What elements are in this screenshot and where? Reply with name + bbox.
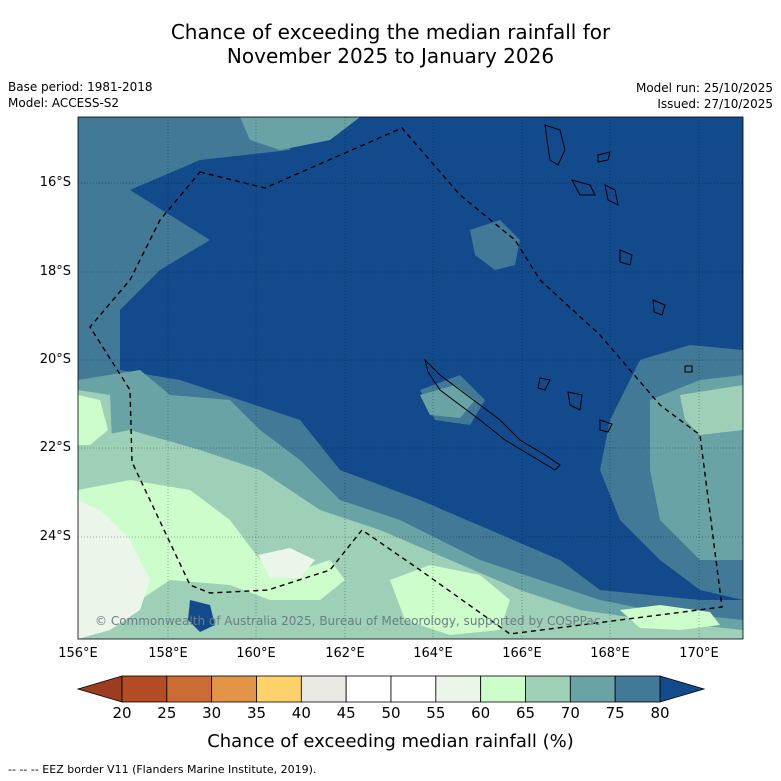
- colorbar-tick-label: 70: [560, 704, 580, 722]
- eez-border: [89, 127, 723, 635]
- lat-label: 16°S: [39, 175, 71, 190]
- colorbar-cell: [166, 675, 213, 703]
- colorbar-cell: [480, 675, 526, 703]
- colorbar-cell: [435, 675, 482, 703]
- colorbar-cell: [525, 675, 571, 703]
- colorbar-label: Chance of exceeding median rainfall (%): [207, 731, 574, 752]
- colorbar-cell: [614, 675, 661, 703]
- colorbar-tick-label: 20: [112, 704, 132, 722]
- lon-label: 162°E: [325, 646, 365, 661]
- colorbar-tick-label: 75: [605, 704, 625, 722]
- lon-label: 170°E: [679, 646, 719, 661]
- colorbar-high-extension: [659, 675, 706, 703]
- map-title-line1: Chance of exceeding the median rainfall …: [170, 20, 611, 44]
- colorbar-tick-label: 35: [246, 704, 267, 722]
- colorbar-cell: [300, 675, 347, 703]
- model-name: Model: ACCESS-S2: [8, 96, 120, 110]
- colorbar-cell: [390, 675, 437, 703]
- colorbar-cell: [569, 675, 616, 703]
- colorbar-tick-label: 80: [650, 704, 670, 722]
- lat-label: 24°S: [39, 529, 71, 544]
- lon-label: 158°E: [148, 646, 188, 661]
- lat-label: 18°S: [39, 264, 71, 279]
- colorbar-tick-label: 60: [471, 704, 491, 722]
- colorbar-tick-label: 45: [336, 704, 356, 722]
- colorbar: [76, 675, 706, 703]
- map-title-line2: November 2025 to January 2026: [226, 44, 555, 68]
- colorbar-tick-label: 50: [381, 704, 401, 722]
- model-run: Model run: 25/10/2025: [635, 81, 773, 95]
- lon-label: 168°E: [590, 646, 630, 661]
- lat-label: 22°S: [39, 440, 71, 455]
- colorbar-tick-label: 30: [202, 704, 222, 722]
- rainfall-probability-field: [78, 117, 743, 639]
- lat-label: 20°S: [39, 352, 71, 367]
- colorbar-tick-label: 40: [291, 704, 311, 722]
- lon-label: 156°E: [58, 646, 98, 661]
- lon-label: 166°E: [502, 646, 542, 661]
- colorbar-tick-label: 55: [426, 704, 446, 722]
- colorbar-cell: [121, 675, 168, 703]
- lon-label: 164°E: [413, 646, 453, 661]
- eez-legend: -- -- -- EEZ border V11 (Flanders Marine…: [8, 763, 317, 776]
- colorbar-tick-label: 65: [515, 704, 536, 722]
- colorbar-cell: [256, 675, 302, 703]
- colorbar-cell: [345, 675, 392, 703]
- colorbar-tick-label: 25: [157, 704, 177, 722]
- colorbar-low-extension: [76, 675, 123, 703]
- colorbar-cell: [211, 675, 257, 703]
- issued-date: Issued: 27/10/2025: [657, 97, 773, 111]
- lon-label: 160°E: [236, 646, 276, 661]
- base-period: Base period: 1981-2018: [8, 80, 153, 94]
- copyright-notice: © Commonwealth of Australia 2025, Bureau…: [95, 614, 601, 628]
